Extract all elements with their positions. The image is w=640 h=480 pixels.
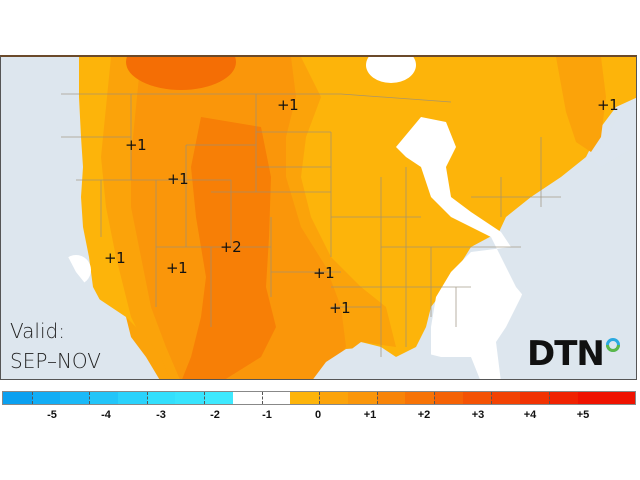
legend-tick-label: -4 <box>101 409 111 421</box>
legend-tick-label: -1 <box>262 409 272 421</box>
anomaly-label: +1 <box>313 264 335 282</box>
anomaly-label: +1 <box>104 249 126 267</box>
anomaly-label: +2 <box>220 238 242 256</box>
dtn-logo: DTN <box>527 334 621 374</box>
dtn-ring-icon <box>605 338 620 352</box>
forecast-map: Valid: SEP–NOV <box>0 55 637 380</box>
legend-tick-label: +3 <box>471 409 485 421</box>
legend-tick-label: 0 <box>314 409 322 421</box>
legend-tick-label: +4 <box>523 409 537 421</box>
anomaly-map-graphic <box>1 57 636 379</box>
anomaly-label: +1 <box>329 299 351 317</box>
valid-label: Valid: <box>10 319 65 343</box>
anomaly-label: +1 <box>277 96 299 114</box>
legend-tick-label: -3 <box>156 409 166 421</box>
anomaly-label: +1 <box>125 136 147 154</box>
legend-tick-label: +5 <box>576 409 590 421</box>
anomaly-label: +1 <box>166 259 188 277</box>
legend-tick-label: -2 <box>210 409 220 421</box>
legend-tick-label: +1 <box>363 409 377 421</box>
anomaly-label: +1 <box>167 170 189 188</box>
legend-tick-label: -5 <box>47 409 57 421</box>
legend-tick-label: +2 <box>417 409 431 421</box>
valid-period: SEP–NOV <box>10 349 101 373</box>
color-legend <box>2 391 636 405</box>
anomaly-label: +1 <box>597 96 619 114</box>
brand-name: DTN <box>527 334 605 374</box>
